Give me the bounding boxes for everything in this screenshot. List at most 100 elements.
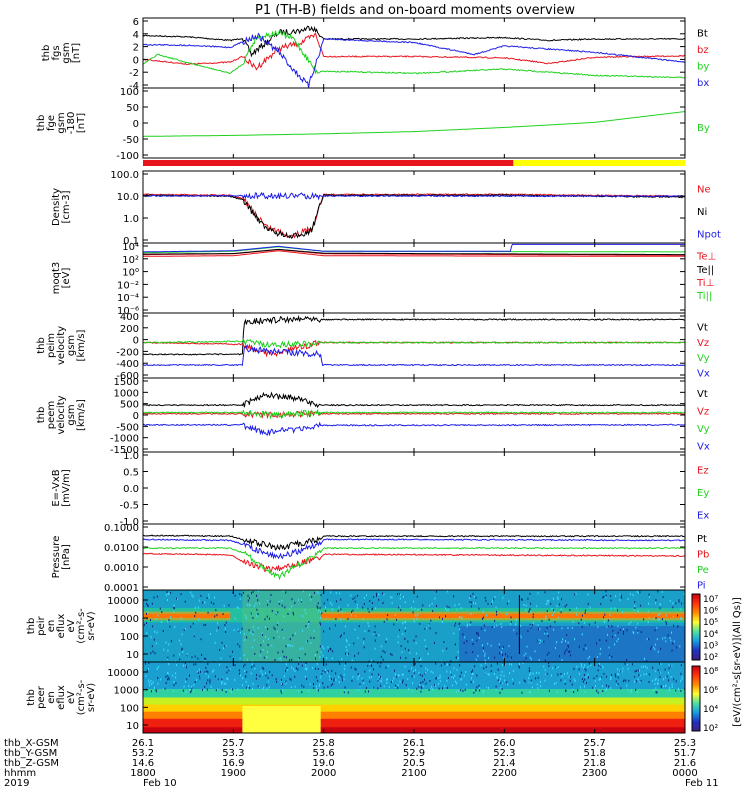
spectro-speck (588, 662, 590, 665)
spectro-speck (195, 663, 197, 666)
spectro-speck (603, 595, 605, 598)
spectro-speck (201, 653, 203, 656)
x-axis-tick-label: Feb 10 (143, 778, 177, 789)
spectro-speck (313, 591, 315, 594)
spectro-speck (286, 667, 288, 670)
spectro-speck (265, 626, 267, 629)
spectro-speck (659, 607, 661, 610)
y-axis-label-line: thb (36, 115, 47, 132)
spectro-speck (546, 653, 548, 656)
spectro-speck (566, 648, 568, 651)
spectro-speck (617, 637, 619, 640)
spectro-speck (169, 625, 171, 628)
spectro-speck (352, 597, 354, 600)
spectro-speck (278, 600, 280, 603)
spectro-speck (478, 684, 480, 687)
spectro-speck (466, 640, 468, 643)
spectro-speck (404, 665, 406, 668)
spectro-speck (371, 675, 373, 678)
series-line (143, 248, 685, 256)
spectro-speck (294, 675, 296, 678)
spectro-speck (487, 602, 489, 605)
spectro-speck (345, 638, 347, 641)
spectro-speck (634, 607, 636, 610)
spectro-speck (438, 616, 440, 619)
y-tick-label: 1000 (114, 614, 139, 625)
spectro-speck (346, 653, 348, 656)
spectro-speck (179, 658, 181, 661)
spectro-speck (369, 676, 371, 679)
spectro-speck (605, 639, 607, 642)
spectro-speck (426, 647, 428, 650)
spectro-speck (648, 680, 650, 683)
spectro-speck (548, 689, 550, 692)
spectro-speck (377, 662, 379, 665)
spectro-speck (181, 648, 183, 651)
spectro-speck (606, 684, 608, 687)
spectro-speck (368, 690, 370, 693)
spectro-speck (391, 602, 393, 605)
spectro-speck (545, 673, 547, 676)
spectro-speck (544, 632, 546, 635)
spectro-speck (180, 643, 182, 646)
spectro-speck (648, 673, 650, 676)
spectro-speck (435, 677, 437, 680)
spectro-speck (441, 617, 443, 620)
spectro-speck (512, 682, 514, 685)
spectro-speck (475, 596, 477, 599)
spectro-speck (205, 623, 207, 626)
spectro-speck (484, 629, 486, 632)
spectro-speck (501, 688, 503, 691)
spectro-speck (465, 683, 467, 686)
spectro-speck (167, 672, 169, 675)
spectro-speck (186, 678, 188, 681)
spectro-speck (205, 657, 207, 660)
spectro-speck (587, 666, 589, 669)
spectro-speck (502, 646, 504, 649)
spectro-speck (625, 679, 627, 682)
series-line (143, 538, 685, 560)
spectro-speck (515, 623, 517, 626)
spectro-speck (446, 605, 448, 608)
spectro-speck (382, 650, 384, 653)
spectro-speck (664, 668, 666, 671)
spectro-speck (434, 684, 436, 687)
spectro-speck (419, 673, 421, 676)
spectro-speck (568, 675, 570, 678)
panel-pressure: 0.10000.01000.00100.0001PtPbPePiPressure… (51, 523, 709, 594)
spectro-speck (500, 674, 502, 677)
spectro-speck (148, 679, 150, 682)
spectro-speck (300, 600, 302, 603)
spectro-speck (350, 614, 352, 617)
spectro-speck (592, 686, 594, 689)
spectro-speck (678, 600, 680, 603)
spectro-speck (267, 627, 269, 630)
x-axis-tick-label: 2200 (492, 768, 517, 779)
spectro-speck (397, 686, 399, 689)
spectro-speck (207, 662, 209, 665)
spectro-speck (546, 609, 548, 612)
spectro-speck (364, 630, 366, 633)
series-line (143, 410, 685, 420)
spectro-speck (557, 673, 559, 676)
spectro-speck (289, 608, 291, 611)
spectro-speck (419, 658, 421, 661)
spectro-speck (525, 652, 527, 655)
spectro-speck (664, 636, 666, 639)
spectro-speck (191, 685, 193, 688)
spectro-speck (561, 627, 563, 630)
y-tick-label: 0 (133, 411, 139, 422)
spectro-speck (432, 671, 434, 674)
spectro-speck (600, 647, 602, 650)
spectro-speck (353, 642, 355, 645)
spectro-speck (602, 616, 604, 619)
spectro-speck (622, 628, 624, 631)
spectro-speck (337, 660, 339, 662)
spectro-speck (437, 677, 439, 680)
spectro-speck (415, 642, 417, 645)
spectro-speck (186, 653, 188, 656)
spectro-speck (650, 645, 652, 648)
spectro-speck (304, 667, 306, 670)
spectro-speck (539, 642, 541, 645)
